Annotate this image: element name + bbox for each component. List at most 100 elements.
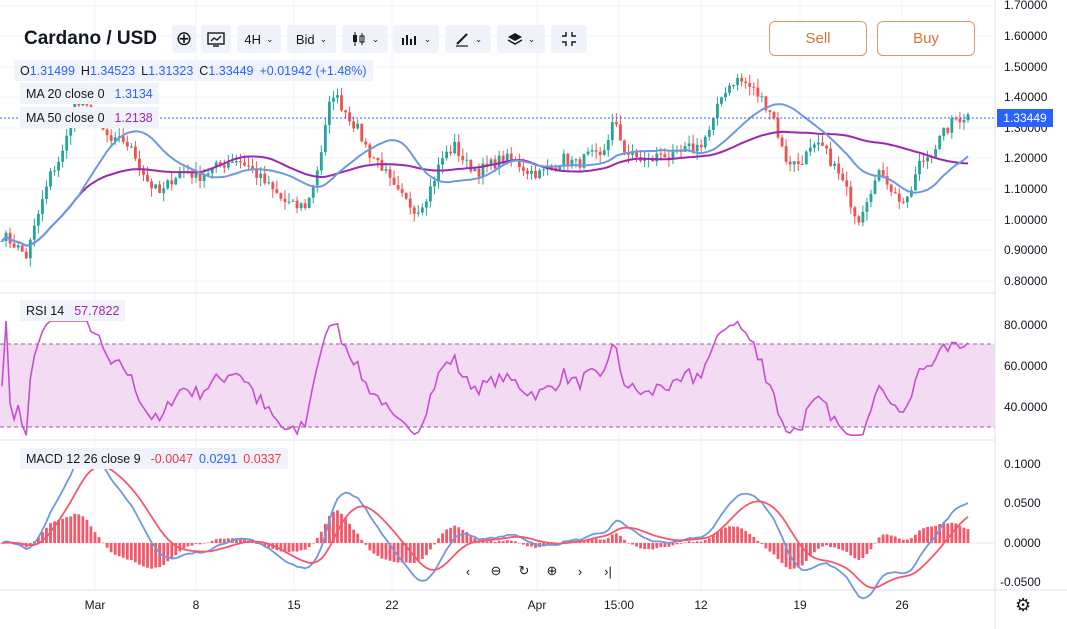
buy-button[interactable]: Buy bbox=[877, 21, 975, 56]
macd-hist-bar bbox=[897, 538, 901, 543]
macd-hist-bar bbox=[958, 525, 962, 543]
price-source-value: Bid bbox=[295, 31, 315, 47]
macd-hist-bar bbox=[817, 543, 820, 549]
macd-hist-bar bbox=[926, 526, 929, 543]
candle bbox=[711, 117, 715, 136]
ma20-legend[interactable]: MA 20 close 0 1.3134 bbox=[20, 83, 159, 104]
macd-hist-bar bbox=[639, 543, 643, 549]
macd-hist-bar bbox=[85, 519, 89, 543]
close-label: C bbox=[199, 63, 209, 78]
candle bbox=[449, 145, 453, 157]
macd-hist-bar bbox=[61, 518, 65, 543]
macd-legend[interactable]: MACD 12 26 close 9 -0.0047 0.0291 0.0337 bbox=[20, 448, 288, 469]
candle bbox=[396, 175, 400, 191]
candle bbox=[837, 156, 841, 180]
chart-navigation: ‹ ⊖ ↻ ⊕ › ›| bbox=[454, 557, 622, 585]
macd-hist-bar bbox=[73, 513, 77, 543]
zoom-in-icon: ⊕ bbox=[546, 563, 558, 578]
add-symbol-icon: ⊕ bbox=[175, 28, 193, 50]
macd-hist-bar bbox=[748, 534, 752, 543]
candle bbox=[942, 127, 946, 141]
macd-hist-bar bbox=[606, 538, 610, 543]
candle bbox=[408, 191, 412, 215]
chevron-down-icon: ⌄ bbox=[371, 33, 380, 44]
reset-button[interactable]: ↻ bbox=[510, 558, 538, 584]
candle bbox=[61, 144, 65, 168]
macd-hist-bar bbox=[841, 543, 845, 551]
candle bbox=[590, 144, 594, 157]
indicators-select[interactable]: ⌄ bbox=[393, 25, 439, 53]
reset-icon: ↻ bbox=[518, 563, 530, 578]
rsi-label: RSI 14 bbox=[26, 303, 65, 318]
sell-button[interactable]: Sell bbox=[769, 21, 867, 56]
macd-hist-bar bbox=[914, 534, 917, 543]
chart-style-select[interactable]: ⌄ bbox=[342, 25, 388, 53]
macd-hist-bar bbox=[372, 543, 376, 554]
candle bbox=[420, 203, 424, 216]
candle bbox=[198, 165, 202, 189]
candle bbox=[481, 157, 485, 185]
price-source-select[interactable]: Bid ⌄ bbox=[287, 25, 336, 53]
candle bbox=[780, 134, 784, 148]
macd-hist-bar bbox=[303, 543, 307, 550]
candle bbox=[469, 159, 473, 174]
macd-hist-bar bbox=[699, 541, 703, 543]
collapse-button[interactable] bbox=[551, 25, 587, 53]
candle bbox=[36, 210, 40, 234]
candle bbox=[578, 156, 582, 171]
macd-hist-bar bbox=[69, 516, 73, 543]
macd-hist-bar bbox=[218, 538, 222, 543]
macd-hist-bar bbox=[505, 540, 509, 543]
macd-hist-bar bbox=[825, 543, 828, 546]
candle bbox=[372, 156, 376, 159]
scroll-right-button[interactable]: › bbox=[566, 558, 594, 584]
settings-gear-icon[interactable]: ⚙ bbox=[1015, 595, 1032, 615]
rsi-legend[interactable]: RSI 14 57.7822 bbox=[20, 300, 126, 321]
candle bbox=[736, 73, 740, 91]
macd-hist-bar bbox=[845, 543, 849, 552]
macd-hist-bar bbox=[105, 543, 109, 548]
macd-hist-bar bbox=[194, 543, 198, 544]
drawing-tools-select[interactable]: ⌄ bbox=[445, 25, 491, 53]
scroll-to-end-button[interactable]: ›| bbox=[594, 558, 622, 584]
interval-select[interactable]: 4H ⌄ bbox=[237, 25, 281, 53]
macd-hist-bar bbox=[206, 542, 210, 544]
rsi-band bbox=[0, 344, 995, 427]
candle bbox=[707, 125, 711, 141]
candle bbox=[352, 116, 356, 133]
macd-hist-bar bbox=[36, 536, 40, 543]
macd-hist-bar bbox=[53, 521, 56, 543]
candle bbox=[255, 161, 259, 186]
add-symbol-button[interactable]: ⊕ bbox=[172, 25, 196, 53]
candle bbox=[376, 157, 380, 168]
candle bbox=[287, 193, 291, 205]
ma50-legend[interactable]: MA 50 close 0 1.2138 bbox=[20, 107, 159, 128]
symbol-title[interactable]: Cardano / USD bbox=[24, 28, 158, 49]
candle bbox=[861, 205, 865, 227]
layers-select[interactable]: ⌄ bbox=[497, 25, 545, 53]
macd-hist-bar bbox=[857, 543, 861, 560]
zoom-in-button[interactable]: ⊕ bbox=[538, 558, 566, 584]
macd-hist-bar bbox=[420, 543, 424, 559]
macd-hist-bar bbox=[691, 541, 695, 543]
candle bbox=[934, 144, 938, 158]
macd-hist-bar bbox=[784, 543, 788, 568]
macd-hist-bar bbox=[198, 543, 202, 545]
macd-hist-bar bbox=[473, 538, 477, 543]
macd-hist-bar bbox=[918, 530, 921, 543]
candle bbox=[792, 161, 796, 173]
price-tick: 0.90000 bbox=[1004, 243, 1048, 257]
zoom-out-button[interactable]: ⊖ bbox=[482, 558, 510, 584]
compare-button[interactable] bbox=[201, 25, 231, 53]
macd-hist-bar bbox=[627, 543, 630, 544]
macd-hist-bar bbox=[865, 543, 869, 555]
candle bbox=[230, 153, 234, 164]
macd-hist-bar bbox=[287, 543, 291, 553]
macd-hist-bar bbox=[736, 526, 740, 543]
scroll-left-button[interactable]: ‹ bbox=[454, 558, 482, 584]
macd-hist-bar bbox=[142, 543, 145, 567]
price-tick: 1.60000 bbox=[1004, 29, 1048, 43]
macd-hist-bar bbox=[429, 543, 432, 550]
macd-hist-bar bbox=[93, 532, 97, 543]
